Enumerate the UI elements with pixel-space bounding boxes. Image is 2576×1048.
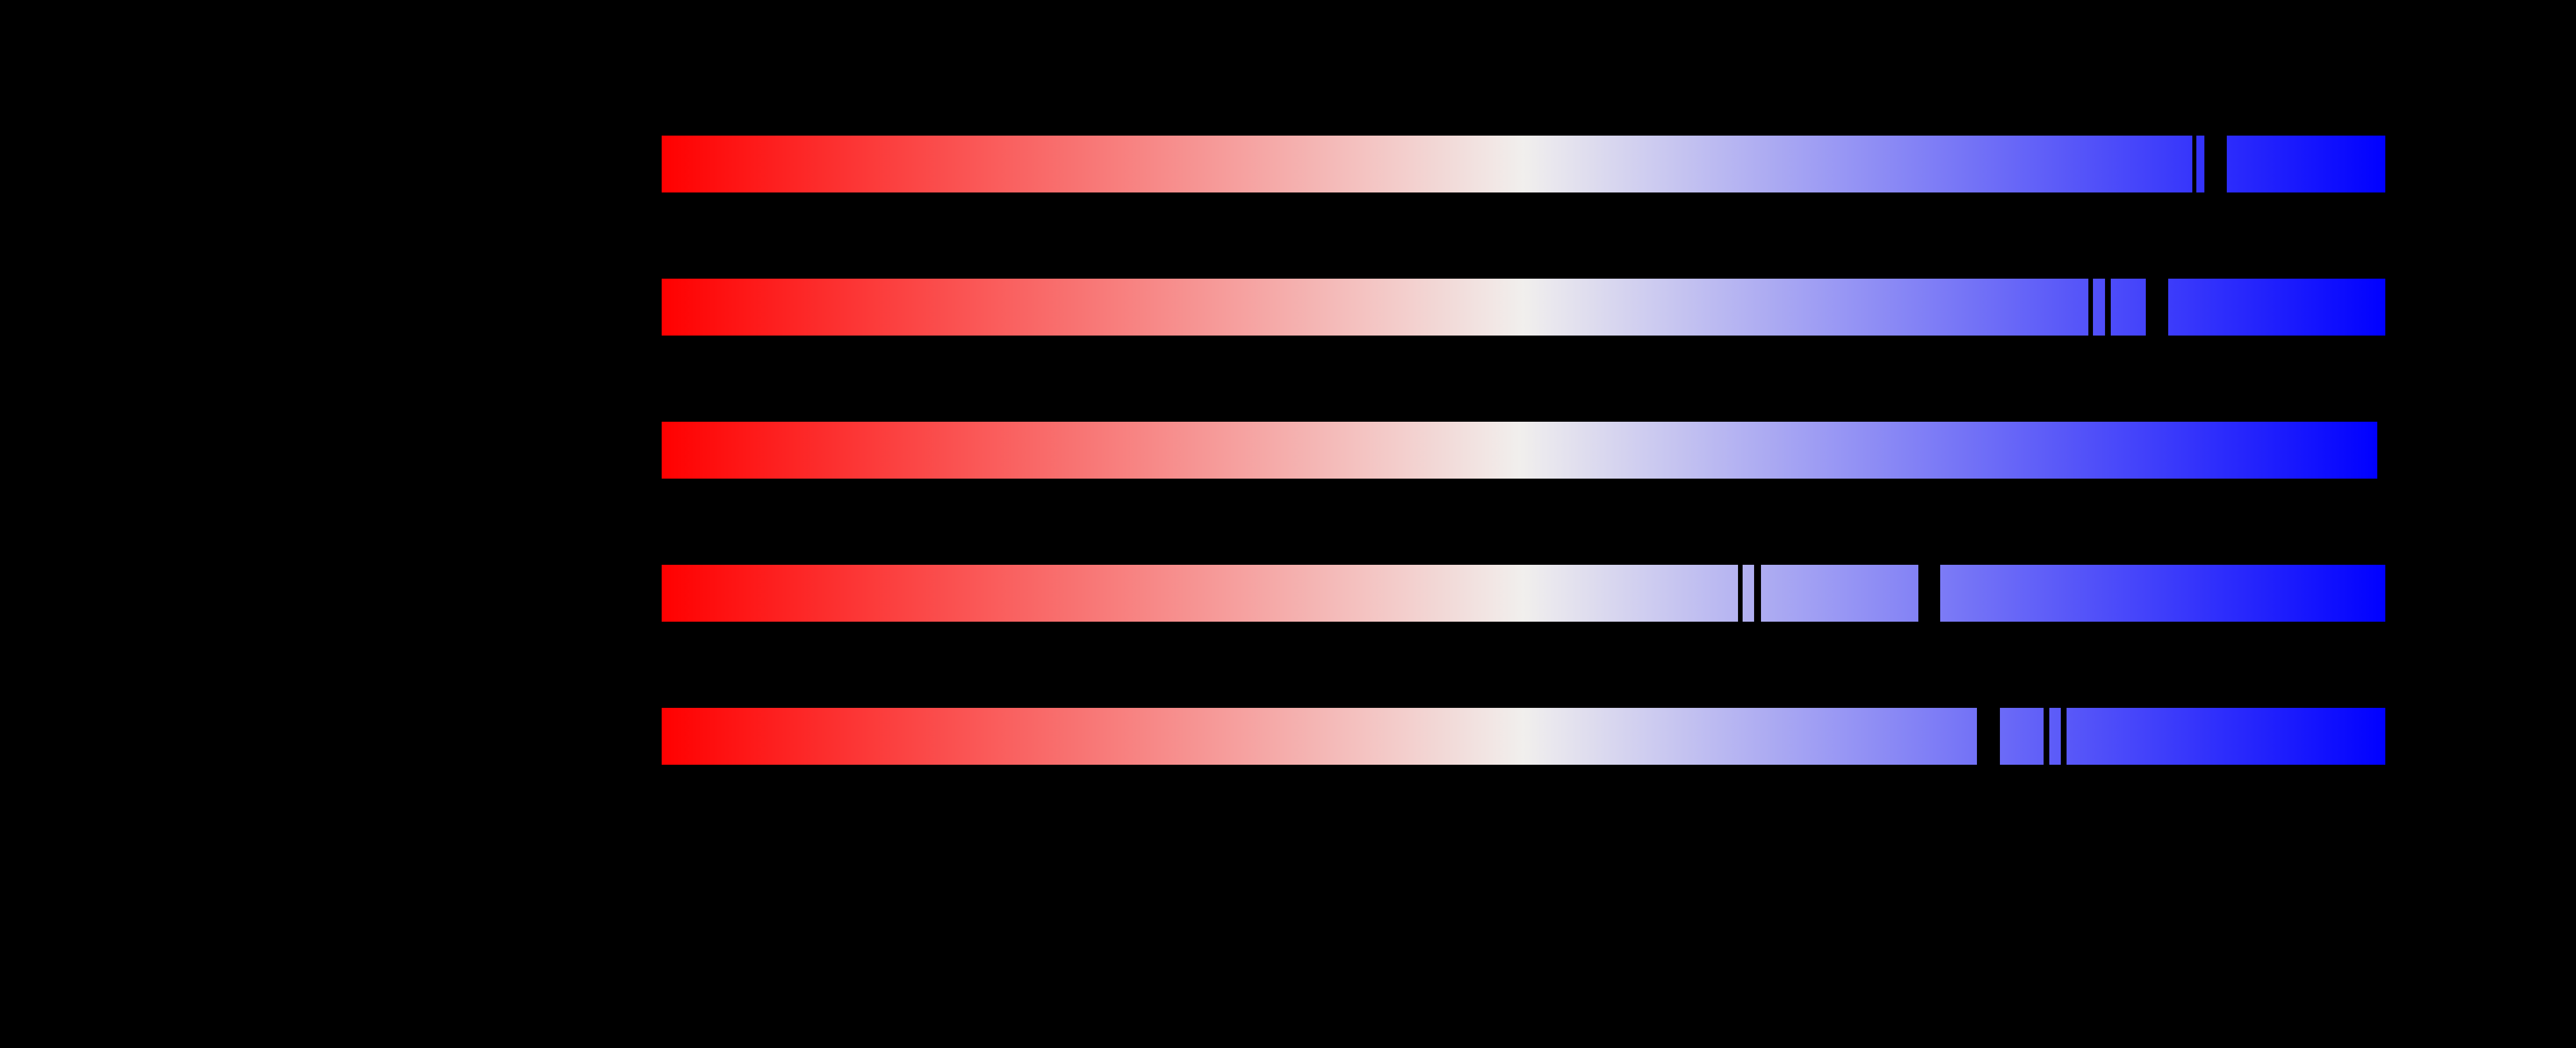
- gradient-bar: [662, 565, 2385, 622]
- thick-tick-marker: [2146, 279, 2168, 336]
- thin-tick-marker: [2088, 279, 2093, 336]
- thin-tick-marker: [2105, 279, 2111, 336]
- thin-tick-marker: [2192, 136, 2196, 192]
- thin-tick-marker: [1738, 565, 1743, 622]
- gradient-bar: [662, 136, 2385, 192]
- thin-tick-marker: [1754, 565, 1761, 622]
- thick-tick-marker: [1977, 708, 2000, 765]
- thin-tick-marker: [2061, 708, 2067, 765]
- thick-tick-marker: [1918, 565, 1940, 622]
- gradient-bar: [662, 708, 2385, 765]
- thick-tick-marker: [2204, 136, 2227, 192]
- gradient-bar: [662, 422, 2377, 479]
- thin-tick-marker: [2044, 708, 2049, 765]
- gradient-bar: [662, 279, 2385, 336]
